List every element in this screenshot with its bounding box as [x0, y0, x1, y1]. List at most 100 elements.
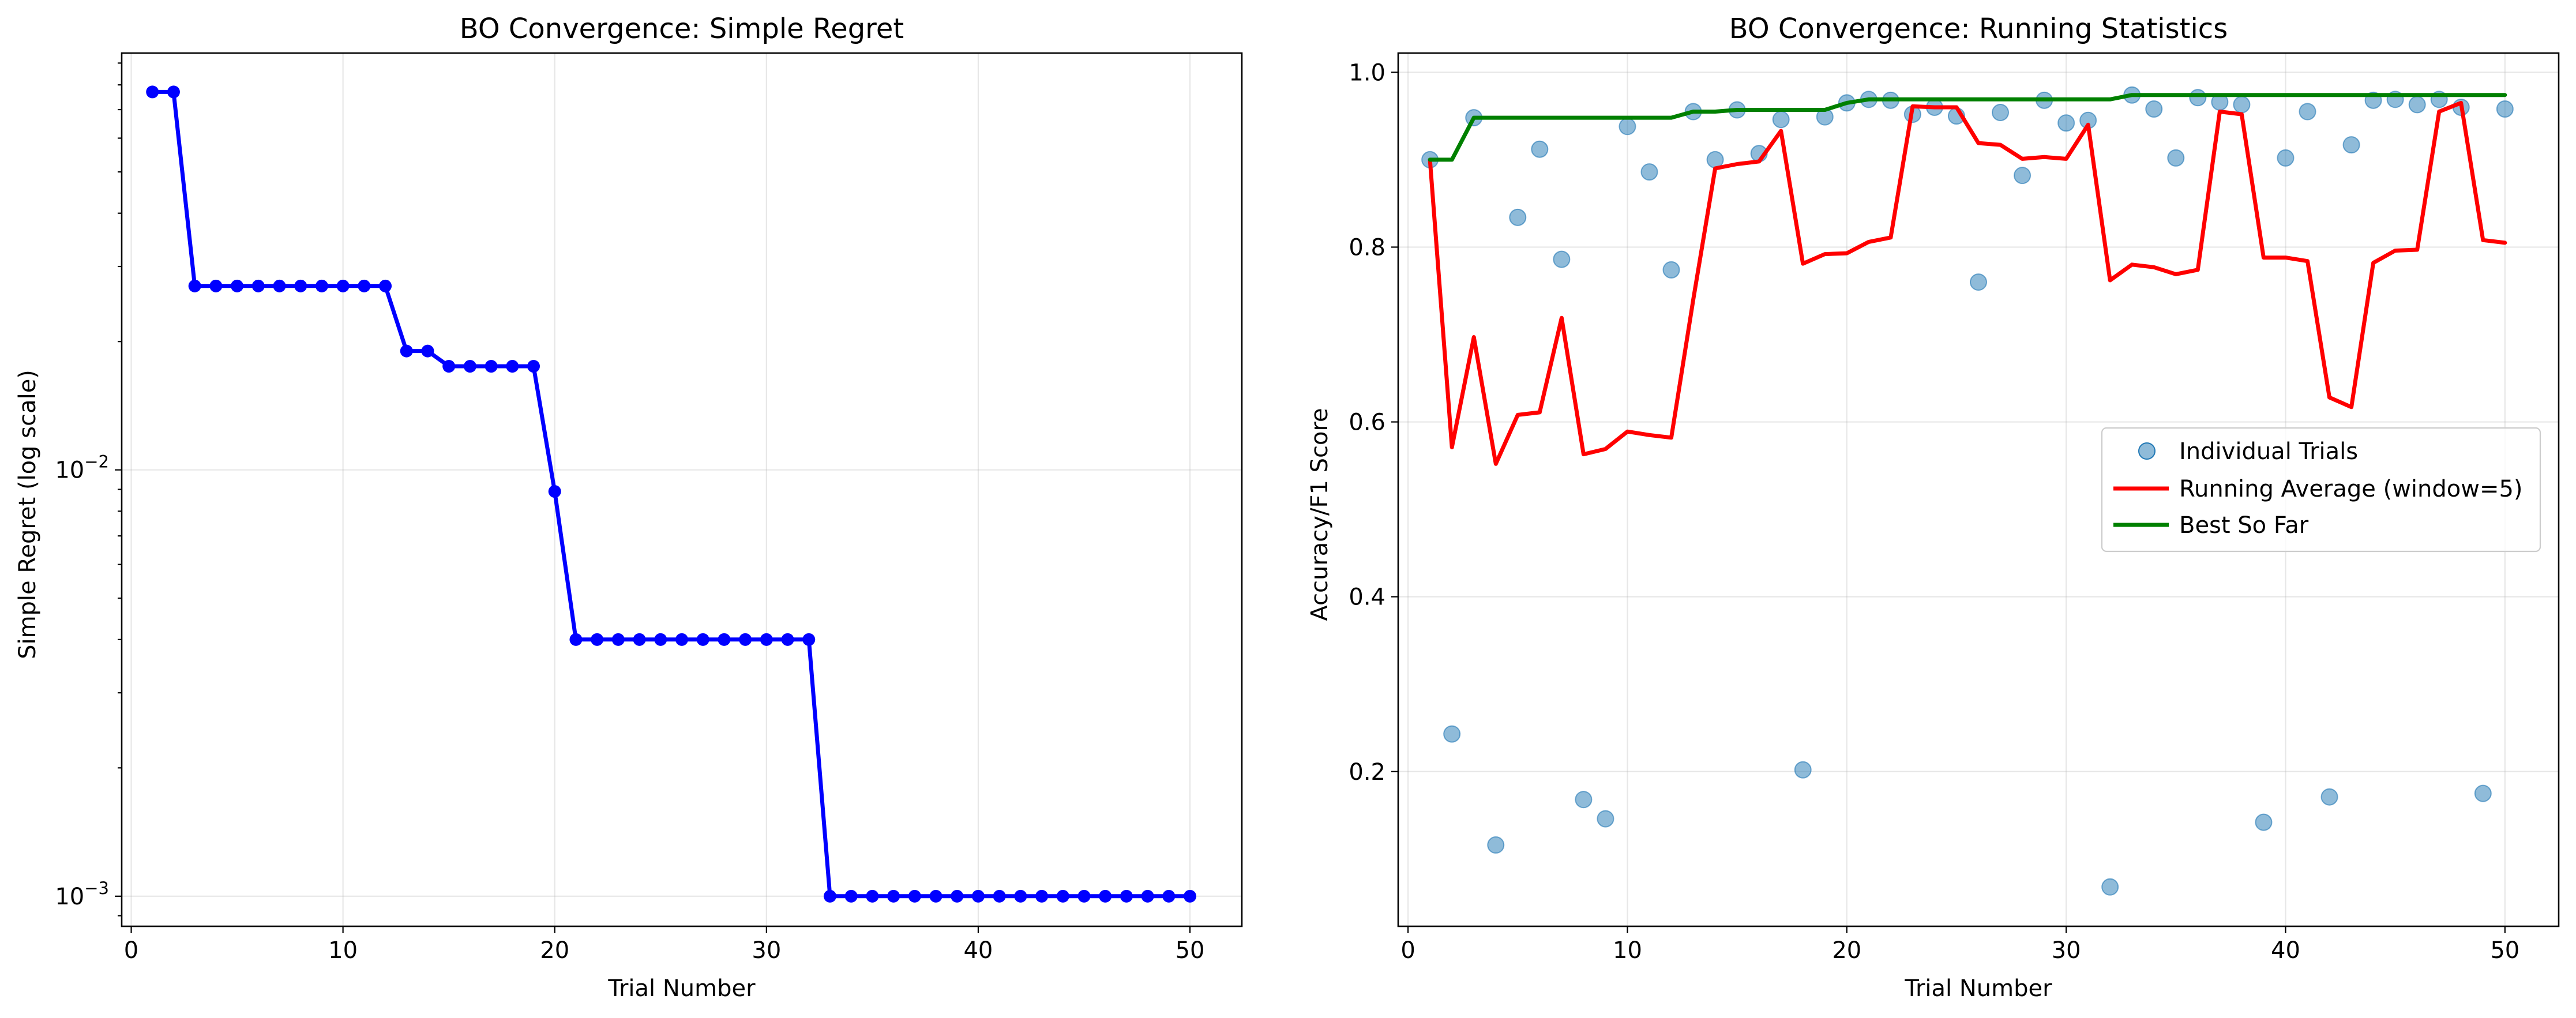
simple-regret-series-0-marker: [951, 889, 964, 903]
running-statistics-individual-trials-point: [1553, 250, 1571, 268]
simple-regret-series-0-marker: [1141, 889, 1154, 903]
running-statistics-individual-trials-point: [2189, 89, 2207, 107]
simple-regret-series-0-marker: [273, 279, 286, 292]
simple-regret-series-0-marker: [400, 344, 413, 358]
simple-regret-series-0-marker: [718, 633, 731, 646]
simple-regret-series-0-marker: [739, 633, 752, 646]
simple-regret-series-0-marker: [633, 633, 646, 646]
simple-regret-xtick-label-20: 20: [540, 937, 569, 964]
legend-frame: [2101, 427, 2541, 553]
simple-regret-series-0-marker: [611, 633, 625, 646]
running-statistics-ticks: 0 10 20 30 40 50 0.2 0.4 0.6 0.8 1.0: [1349, 59, 2519, 964]
simple-regret-xtick-label-30: 30: [752, 937, 781, 964]
running-statistics-ytick-label-3: 0.8: [1349, 234, 1385, 261]
simple-regret-xtick-label-40: 40: [963, 937, 993, 964]
running-statistics-xtick-label-10: 10: [1613, 937, 1642, 964]
simple-regret-series-0-marker: [1120, 889, 1133, 903]
simple-regret-series-0-marker: [146, 85, 159, 99]
simple-regret-series-0-marker: [1056, 889, 1069, 903]
running-statistics-individual-trials-point: [1531, 140, 1549, 158]
running-statistics-individual-trials-point: [1487, 836, 1505, 854]
running-statistics-individual-trials-point: [1992, 104, 2010, 122]
simple-regret-series-0-marker: [929, 889, 942, 903]
simple-regret-series-0-marker: [887, 889, 900, 903]
simple-regret-series-0-marker: [1099, 889, 1112, 903]
simple-regret-series-0-marker: [908, 889, 921, 903]
running-statistics-individual-trials-point: [1575, 791, 1593, 809]
running-statistics-individual-trials-point: [1619, 118, 1636, 136]
running-statistics-individual-trials-point: [2496, 100, 2514, 118]
simple-regret-series-0-marker: [485, 360, 498, 373]
running-statistics-individual-trials-point: [1772, 111, 1790, 129]
running-statistics-ytick-label-2: 0.6: [1349, 410, 1385, 436]
running-statistics-best-so-far-line: [1428, 93, 2507, 162]
running-statistics-individual-trials-point: [2014, 167, 2031, 185]
running-statistics-chart: BO Convergence: Running Statistics Trial…: [1306, 13, 2560, 1002]
simple-regret-ytick-label-1: 10−3: [55, 878, 109, 910]
running-statistics-individual-trials-point: [2233, 96, 2251, 114]
running-statistics-xtick-label-0: 0: [1400, 937, 1415, 964]
simple-regret-series-0-marker: [421, 344, 434, 358]
simple-regret-xlabel: Trial Number: [607, 975, 756, 1002]
simple-regret-ytick-label-0: 10−2: [55, 452, 109, 484]
running-statistics-individual-trials-point: [2474, 784, 2492, 802]
running-statistics-individual-trials-point: [1662, 261, 1680, 279]
legend-label-individual-trials: Individual Trials: [2179, 438, 2358, 465]
simple-regret-series-0-marker: [548, 485, 561, 498]
simple-regret-series-0-marker: [442, 360, 456, 373]
simple-regret-series-0-marker: [506, 360, 519, 373]
simple-regret-series-0-marker: [379, 279, 392, 292]
simple-regret-series-0-marker: [654, 633, 667, 646]
running-statistics-individual-trials-point: [2277, 149, 2295, 167]
running-statistics-ytick-label-0: 0.2: [1349, 759, 1385, 786]
running-statistics-xtick-label-20: 20: [1832, 937, 1861, 964]
running-statistics-individual-trials-point: [2255, 813, 2273, 831]
simple-regret-series-0-marker: [781, 633, 794, 646]
running-statistics-individual-trials-point: [2299, 103, 2316, 121]
simple-regret-axes: [121, 52, 1243, 927]
running-statistics-running-average-window-5-line: [1428, 100, 2507, 466]
simple-regret-series-0-marker: [231, 279, 244, 292]
running-statistics-individual-trials-point: [2320, 788, 2338, 806]
legend-label-running-average: Running Average (window=5): [2179, 476, 2523, 502]
simple-regret-series-0-marker: [760, 633, 773, 646]
simple-regret-series-0-marker: [569, 633, 583, 646]
simple-regret-series-0-marker: [463, 360, 476, 373]
simple-regret-chart: BO Convergence: Simple Regret Trial Numb…: [14, 13, 1243, 1002]
simple-regret-xtick-label-0: 0: [124, 937, 138, 964]
simple-regret-data: [146, 85, 1197, 903]
simple-regret-series-0-marker: [527, 360, 540, 373]
simple-regret-grid: [122, 53, 1242, 926]
simple-regret-ylabel: Simple Regret (log scale): [14, 370, 41, 659]
simple-regret-series-0-marker: [591, 633, 604, 646]
simple-regret-series-0-marker: [823, 889, 836, 903]
simple-regret-series-0-marker: [675, 633, 688, 646]
simple-regret-series-0-marker: [802, 633, 816, 646]
running-statistics-xtick-label-30: 30: [2052, 937, 2081, 964]
simple-regret-series-0-marker: [294, 279, 307, 292]
running-statistics-individual-trials-point: [1443, 725, 1461, 743]
simple-regret-series-0-marker: [844, 889, 858, 903]
running-statistics-individual-trials-point: [1509, 208, 1527, 226]
running-statistics-individual-trials-point: [1597, 810, 1614, 828]
running-statistics-title: BO Convergence: Running Statistics: [1729, 13, 2228, 45]
running-statistics-legend: Individual Trials Running Average (windo…: [2101, 427, 2541, 553]
running-statistics-individual-trials-point: [2101, 878, 2119, 896]
simple-regret-xtick-label-50: 50: [1176, 937, 1205, 964]
legend-item-running-average: Running Average (window=5): [2113, 476, 2523, 502]
running-statistics-xlabel: Trial Number: [1904, 975, 2052, 1002]
simple-regret-series-0-marker: [971, 889, 985, 903]
simple-regret-series-0-marker: [336, 279, 350, 292]
running-statistics-xtick-label-40: 40: [2271, 937, 2300, 964]
running-statistics-individual-trials-point: [2167, 149, 2185, 167]
legend-label-best-so-far: Best So Far: [2179, 512, 2309, 539]
simple-regret-series-0-marker: [1014, 889, 1027, 903]
simple-regret-title: BO Convergence: Simple Regret: [460, 13, 904, 45]
running-statistics-individual-trials-point: [2145, 100, 2163, 118]
running-statistics-individual-trials-point: [1970, 273, 1987, 291]
simple-regret-series-0-marker: [1035, 889, 1049, 903]
simple-regret-series-0-marker: [251, 279, 265, 292]
simple-regret-xtick-label-10: 10: [328, 937, 358, 964]
simple-regret-series-0-marker: [315, 279, 328, 292]
simple-regret-series-0-marker: [993, 889, 1006, 903]
